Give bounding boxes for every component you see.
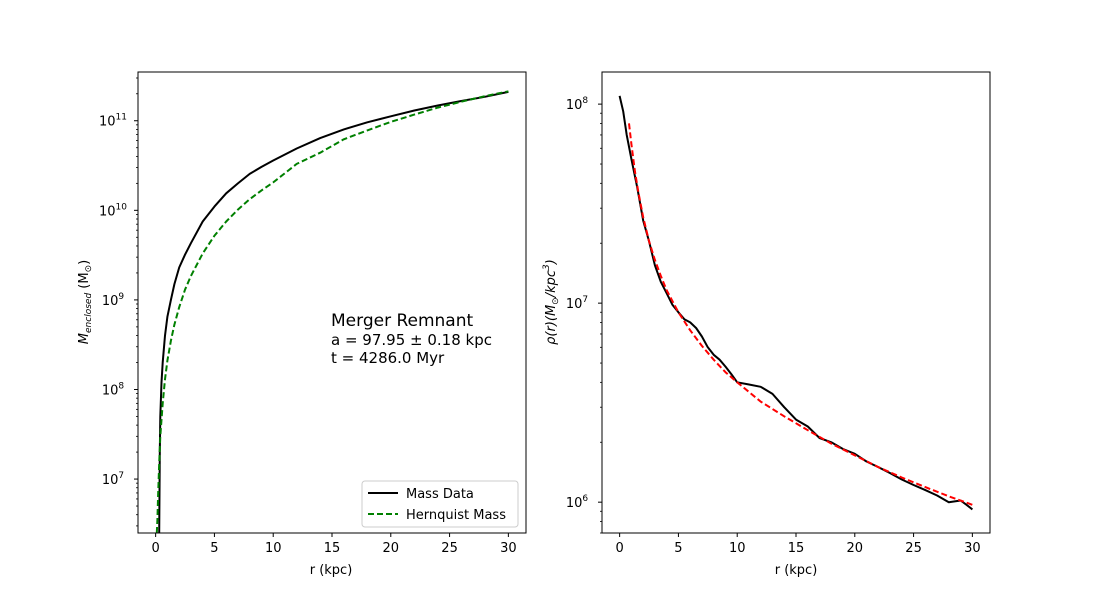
left-x-tick-label: 25 bbox=[441, 541, 458, 556]
left-plot: 0 5 10 15 20 25 30 107 108 109 1010 1011 r (kpc) M… bbox=[77, 71, 527, 578]
legend-box bbox=[361, 480, 519, 528]
right-y-tick-label: 108 bbox=[566, 96, 589, 113]
legend-label-mass-data: Mass Data bbox=[406, 487, 474, 502]
left-x-tick-label: 15 bbox=[324, 541, 341, 556]
left-x-axis-label: r (kpc) bbox=[310, 563, 353, 578]
left-x-tick-label: 0 bbox=[151, 541, 159, 556]
annotation-title: Merger Remnant bbox=[331, 311, 473, 331]
right-x-tick-label: 10 bbox=[729, 541, 746, 556]
right-x-axis-label: r (kpc) bbox=[775, 563, 818, 578]
legend: Mass Data Hernquist Mass bbox=[361, 480, 519, 528]
left-x-tick-label: 20 bbox=[383, 541, 400, 556]
left-x-tick-label: 5 bbox=[210, 541, 218, 556]
right-x-tick-label: 30 bbox=[964, 541, 981, 556]
annotation-time: t = 4286.0 Myr bbox=[331, 349, 445, 367]
right-x-tick-label: 15 bbox=[788, 541, 805, 556]
right-x-tick-label: 5 bbox=[674, 541, 682, 556]
right-x-tick-label: 0 bbox=[615, 541, 623, 556]
right-y-axis-label: ρ(r)(M⊙/kpc3) bbox=[542, 259, 561, 345]
left-y-tick-label: 1011 bbox=[99, 113, 127, 130]
right-x-tick-label: 20 bbox=[847, 541, 864, 556]
right-plot: 0 5 10 15 20 25 30 106 107 108 r (kpc) ρ(r)(M⊙/k… bbox=[542, 71, 991, 578]
left-series-mass-data bbox=[158, 90, 509, 533]
left-y-tick-label: 109 bbox=[102, 292, 125, 309]
left-series-layer bbox=[155, 90, 509, 533]
left-x-tick-label: 10 bbox=[265, 541, 282, 556]
left-x-tick-label: 30 bbox=[500, 541, 517, 556]
left-y-tick-label: 108 bbox=[102, 381, 125, 398]
left-series-hernquist-mass bbox=[155, 90, 509, 533]
left-x-ticks: 0 5 10 15 20 25 30 bbox=[151, 533, 517, 556]
legend-label-hernquist-mass: Hernquist Mass bbox=[406, 508, 506, 523]
right-x-tick-label: 25 bbox=[905, 541, 922, 556]
left-y-tick-label: 1010 bbox=[99, 202, 127, 219]
right-y-tick-label: 107 bbox=[566, 295, 588, 312]
left-y-axis-label: Menclosed (M⊙) bbox=[77, 260, 94, 344]
right-y-ticks: 106 107 108 bbox=[566, 96, 602, 534]
right-y-tick-label: 106 bbox=[566, 494, 589, 511]
right-x-ticks: 0 5 10 15 20 25 30 bbox=[615, 533, 981, 556]
left-y-tick-label: 107 bbox=[102, 471, 124, 488]
annotation-scale-length: a = 97.95 ± 0.18 kpc bbox=[331, 331, 492, 349]
right-series-layer bbox=[618, 95, 974, 511]
right-series-hernquist-density bbox=[628, 123, 973, 506]
left-y-ticks: 107 108 109 1010 1011 bbox=[99, 77, 138, 527]
